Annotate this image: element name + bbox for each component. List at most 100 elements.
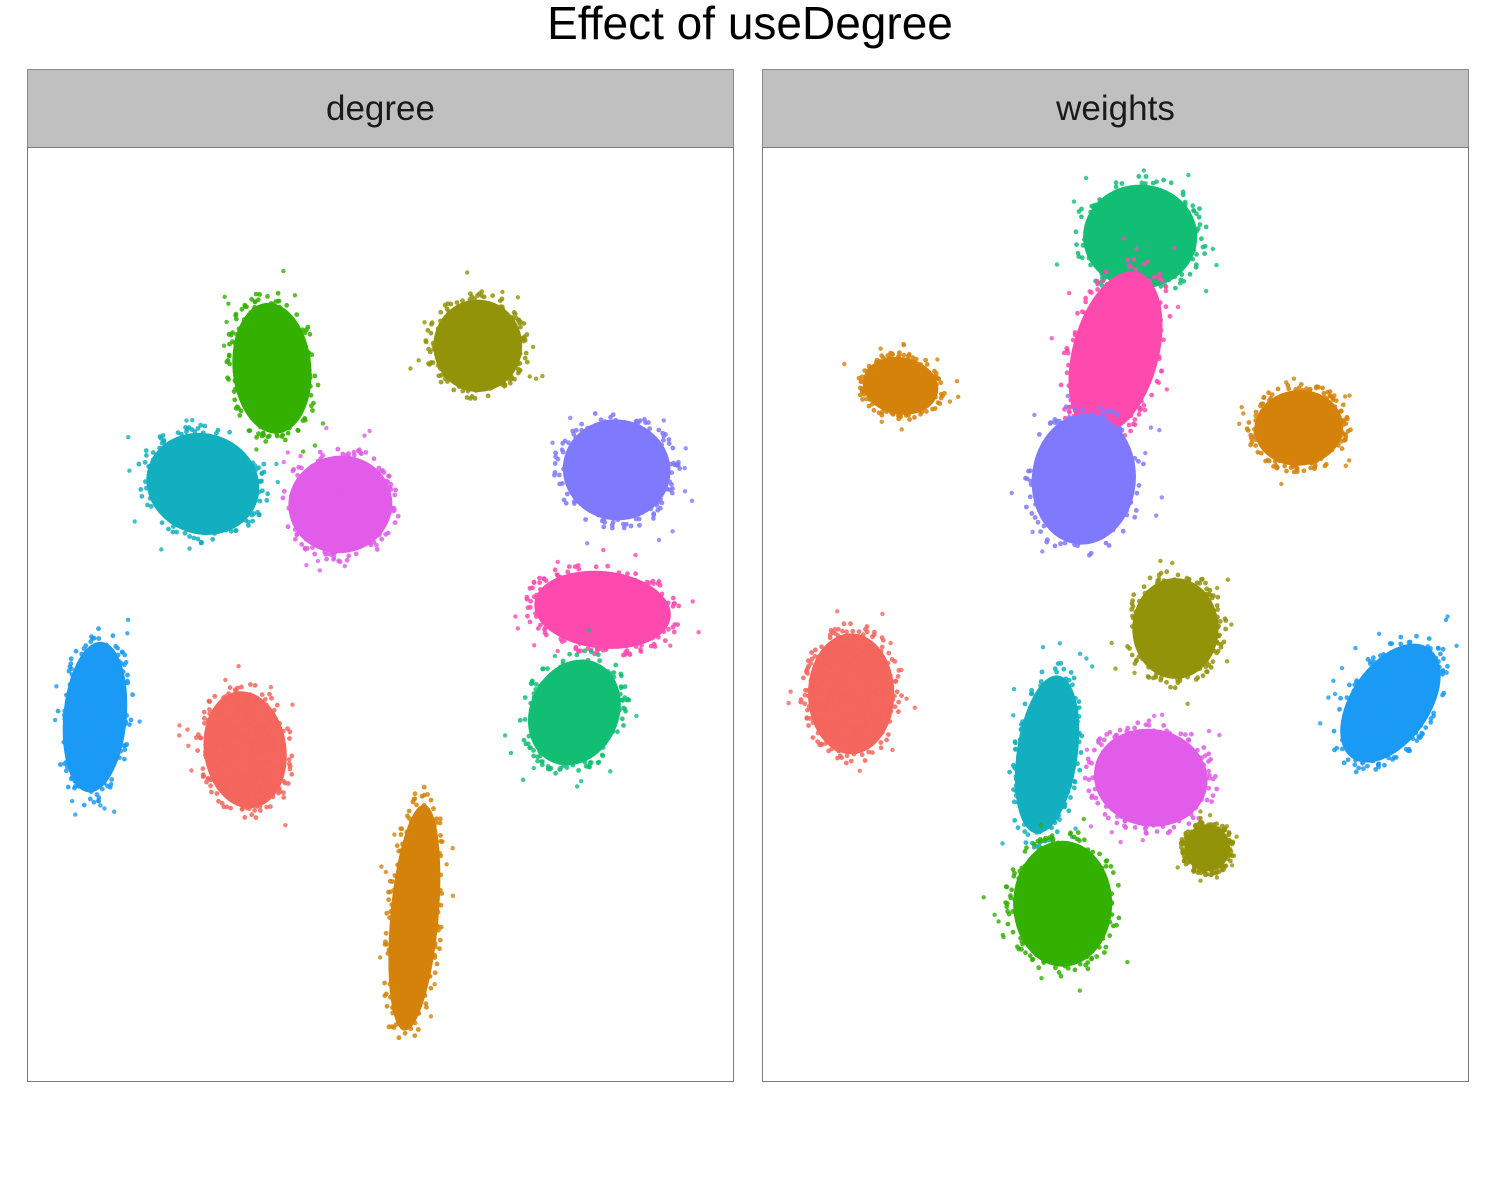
point (1104, 453, 1110, 459)
point (570, 762, 576, 768)
point (882, 682, 888, 687)
point (617, 691, 623, 697)
point (438, 872, 444, 878)
point (255, 786, 260, 791)
point (1108, 399, 1113, 404)
point (551, 688, 556, 694)
point (249, 512, 255, 518)
point (170, 529, 176, 535)
point (887, 355, 893, 361)
point (820, 695, 825, 701)
outlier-point (586, 628, 592, 633)
point (200, 480, 206, 485)
point (1089, 450, 1095, 456)
point (886, 732, 891, 737)
point (308, 503, 313, 509)
point (1124, 384, 1130, 390)
point (841, 668, 847, 673)
point (573, 435, 579, 440)
point (425, 848, 431, 854)
point (1178, 202, 1183, 207)
point (878, 391, 884, 397)
point (1035, 457, 1041, 463)
point (253, 291, 259, 297)
point (353, 537, 359, 542)
point (648, 643, 654, 649)
point (1086, 235, 1092, 240)
point (860, 386, 865, 391)
point (1142, 251, 1148, 257)
point (562, 438, 568, 444)
point (186, 425, 192, 430)
point (446, 309, 452, 314)
point (362, 510, 368, 516)
point (426, 346, 431, 352)
point (368, 533, 373, 538)
point (809, 656, 815, 662)
point (421, 823, 426, 828)
point (1112, 252, 1118, 257)
point (241, 708, 246, 714)
point (652, 644, 658, 649)
outlier-point (1154, 513, 1159, 518)
point (870, 677, 876, 682)
point (481, 382, 487, 388)
point (344, 557, 350, 563)
outlier-point (185, 727, 190, 732)
point (655, 499, 661, 505)
point (1075, 475, 1081, 480)
point (1414, 633, 1419, 639)
point (394, 984, 400, 990)
outlier-point (1225, 577, 1231, 582)
point (83, 683, 89, 689)
point (125, 672, 130, 678)
point (1139, 364, 1145, 370)
point (512, 376, 517, 382)
point (257, 322, 263, 328)
point (592, 452, 598, 457)
point (840, 731, 846, 737)
point (1436, 659, 1441, 664)
point (572, 739, 578, 745)
point (98, 733, 103, 738)
point (600, 496, 606, 501)
point (201, 709, 207, 715)
point (236, 358, 242, 364)
point (595, 492, 601, 497)
point (659, 442, 664, 448)
point (1042, 487, 1047, 493)
point (1390, 701, 1396, 706)
point (602, 419, 608, 424)
point (1344, 695, 1350, 700)
point (396, 862, 402, 867)
point (1131, 257, 1137, 262)
point (599, 716, 604, 722)
point (1355, 680, 1361, 686)
point (619, 673, 624, 679)
cluster-weights-5 (1109, 558, 1234, 706)
point (1097, 197, 1102, 202)
point (436, 327, 442, 333)
point (365, 491, 371, 497)
point (1112, 307, 1118, 313)
point (511, 343, 516, 349)
outlier-point (555, 648, 560, 654)
point (634, 418, 640, 424)
point (411, 907, 417, 913)
point (449, 370, 454, 376)
point (842, 747, 848, 753)
point (1093, 514, 1098, 520)
point (559, 578, 564, 584)
point (1146, 314, 1152, 320)
point (110, 668, 115, 674)
point (261, 363, 267, 369)
point (507, 372, 513, 378)
point (1058, 507, 1064, 513)
point (553, 450, 558, 456)
point (511, 357, 517, 363)
point (470, 302, 476, 308)
point (843, 709, 849, 715)
point (64, 692, 69, 698)
point (805, 658, 811, 664)
outlier-point (1049, 336, 1054, 341)
